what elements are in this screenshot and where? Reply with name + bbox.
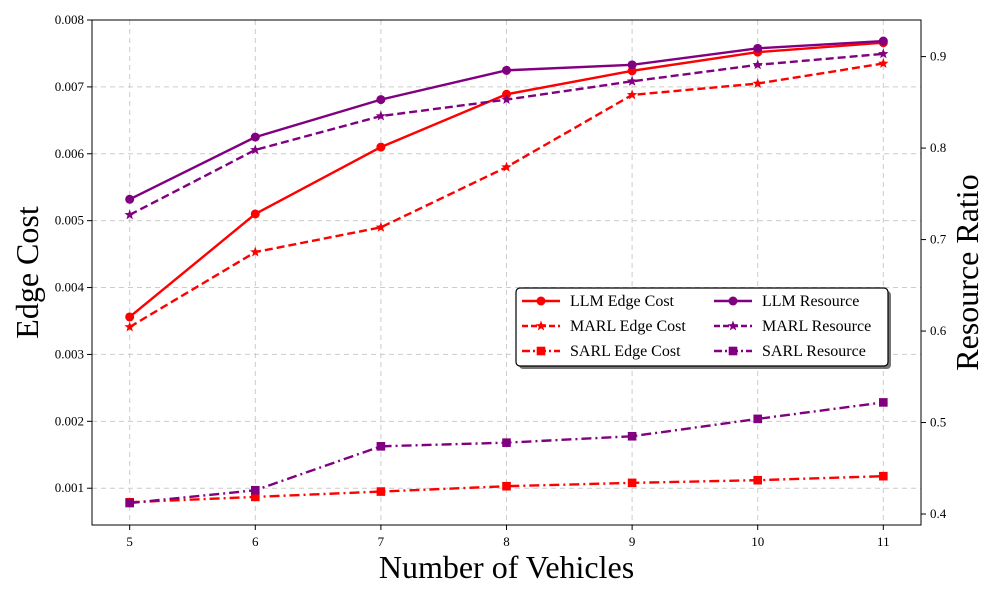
legend-item: MARL Edge Cost xyxy=(522,318,686,335)
x-tick-label: 7 xyxy=(378,534,385,549)
data-point xyxy=(752,78,763,88)
y-tick-label: 0.001 xyxy=(55,480,84,495)
y-tick-label: 0.002 xyxy=(55,413,84,428)
y-right-tick-label: 0.8 xyxy=(930,140,946,155)
data-point xyxy=(124,209,135,220)
data-point xyxy=(250,485,260,495)
x-axis-title: Number of Vehicles xyxy=(379,549,634,585)
data-point xyxy=(627,431,637,441)
series-marl-resource xyxy=(124,48,889,220)
data-point xyxy=(753,475,763,485)
legend-label: SARL Edge Cost xyxy=(570,343,681,360)
data-point xyxy=(626,89,638,100)
data-point xyxy=(376,487,386,496)
y-right-tick-label: 0.7 xyxy=(930,232,947,247)
data-point xyxy=(535,320,547,331)
data-point xyxy=(878,36,888,46)
data-point xyxy=(753,414,763,424)
legend-item: SARL Resource xyxy=(714,343,866,360)
data-point xyxy=(250,492,260,502)
series xyxy=(124,36,889,508)
y-axis-title: Edge Cost xyxy=(9,206,45,339)
x-tick-label: 10 xyxy=(751,534,764,549)
y-axis-left: 0.001 0.002 0.003 0.004 0.005 0.006 0.007 0.008 xyxy=(55,12,92,495)
legend-item: SARL Edge Cost xyxy=(522,343,681,360)
data-point xyxy=(753,43,763,53)
data-point xyxy=(536,296,546,306)
data-point xyxy=(375,221,387,232)
x-tick-label: 9 xyxy=(629,534,636,549)
data-point xyxy=(728,346,738,356)
data-point xyxy=(878,48,889,59)
x-tick-label: 5 xyxy=(126,534,133,549)
data-point xyxy=(502,438,511,447)
data-point xyxy=(375,110,387,121)
y-tick-label: 0.005 xyxy=(55,213,84,228)
data-point xyxy=(376,442,386,451)
data-point xyxy=(752,59,763,70)
y-right-tick-label: 0.6 xyxy=(930,323,947,338)
data-point xyxy=(376,142,386,152)
data-point xyxy=(627,60,637,70)
series-llm-resource xyxy=(125,36,888,204)
data-point xyxy=(626,75,638,86)
y-tick-label: 0.003 xyxy=(55,346,84,361)
data-point xyxy=(502,65,511,75)
legend-label: LLM Edge Cost xyxy=(570,293,675,310)
legend-item: MARL Resource xyxy=(714,318,871,335)
x-axis: 5 6 7 8 9 10 11 xyxy=(126,525,890,549)
data-point xyxy=(250,144,261,155)
data-point xyxy=(728,296,738,306)
legend-label: LLM Resource xyxy=(762,293,859,310)
data-point xyxy=(727,320,739,331)
y-axis-right-title: Resource Ratio xyxy=(949,174,985,370)
x-tick-label: 11 xyxy=(877,534,890,549)
data-point xyxy=(502,481,511,491)
data-point xyxy=(125,312,135,322)
legend-box xyxy=(515,287,889,367)
series-marl-edge-cost xyxy=(124,57,889,332)
legend-item: LLM Edge Cost xyxy=(522,293,675,310)
data-point xyxy=(627,478,637,488)
y-right-tick-label: 0.9 xyxy=(930,49,946,64)
data-point xyxy=(250,209,260,219)
data-point xyxy=(376,95,386,105)
data-point xyxy=(125,498,134,508)
x-tick-label: 8 xyxy=(503,534,510,549)
x-tick-label: 6 xyxy=(252,534,259,549)
legend-label: SARL Resource xyxy=(762,343,866,360)
y-tick-label: 0.006 xyxy=(55,146,85,161)
y-tick-label: 0.008 xyxy=(55,12,84,27)
data-point xyxy=(250,132,260,142)
y-right-tick-label: 0.5 xyxy=(930,415,946,430)
data-point xyxy=(124,321,135,332)
data-point xyxy=(536,346,546,356)
series-sarl-resource xyxy=(125,398,888,508)
y-tick-label: 0.004 xyxy=(55,280,85,295)
y-right-tick-label: 0.4 xyxy=(930,506,947,521)
legend-label: MARL Edge Cost xyxy=(570,318,686,335)
data-point xyxy=(501,161,512,172)
legend-label: MARL Resource xyxy=(762,318,871,335)
data-point xyxy=(879,471,888,481)
y-tick-label: 0.007 xyxy=(55,79,85,94)
data-point xyxy=(250,246,261,257)
data-point xyxy=(501,94,512,105)
data-point xyxy=(879,398,888,407)
legend: LLM Edge Cost MARL Edge Cost SARL Edge Cos… xyxy=(515,287,891,369)
data-point xyxy=(125,194,135,204)
y-axis-right: 0.4 0.5 0.6 0.7 0.8 0.9 xyxy=(921,49,947,521)
data-point xyxy=(878,57,889,68)
legend-item: LLM Resource xyxy=(714,293,859,310)
